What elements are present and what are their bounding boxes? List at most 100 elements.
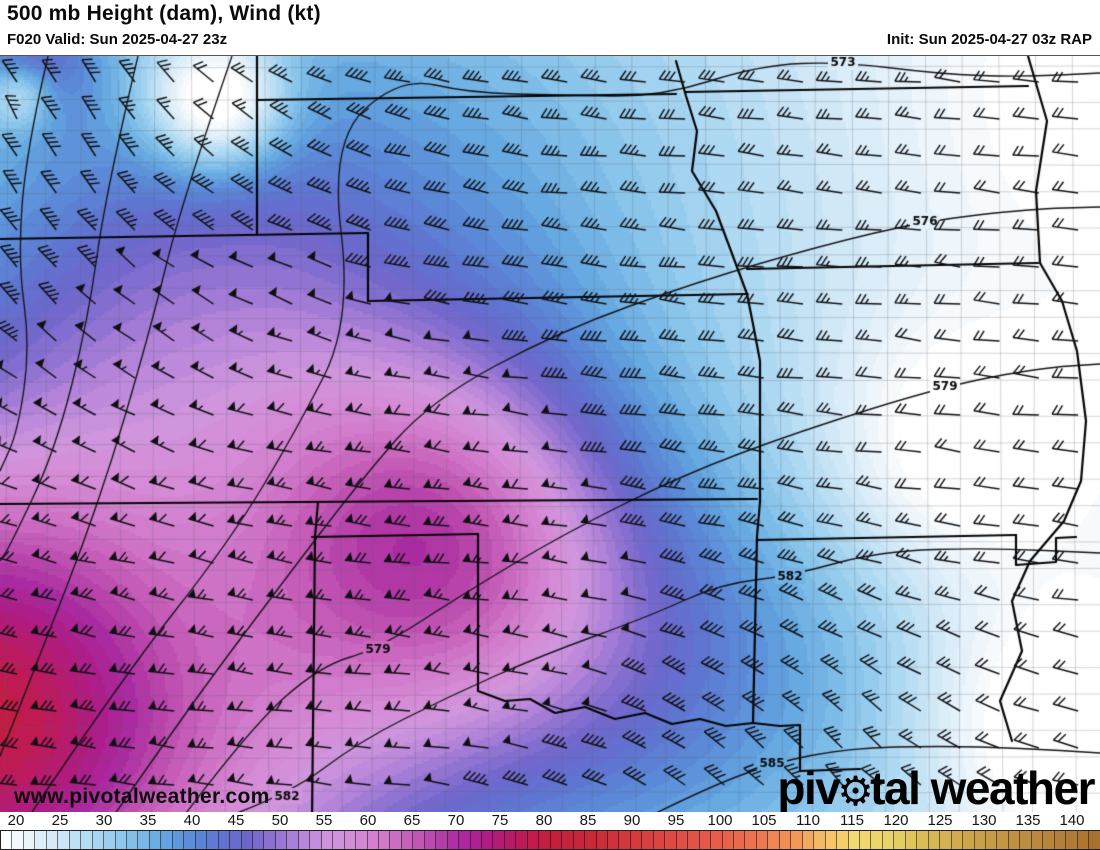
colorbar-cell [630, 831, 643, 849]
colorbar-cell [940, 831, 952, 849]
colorbar-cell [493, 831, 505, 849]
colorbar-cell [344, 831, 357, 849]
colorbar-cell [699, 831, 712, 849]
colorbar-cell [92, 831, 105, 849]
colorbar-cell [825, 831, 838, 849]
colorbar-cell [310, 831, 322, 849]
pivotal-weather-logo: piv⚙tal weather [777, 762, 1096, 815]
colorbar-cell [837, 831, 849, 849]
colorbar-tick: 105 [751, 812, 777, 829]
colorbar-tick: 90 [623, 812, 641, 829]
colorbar-tick: 80 [535, 812, 553, 829]
gear-icon: ⚙ [837, 768, 873, 815]
colorbar-cell [184, 831, 196, 849]
colorbar-cell [470, 831, 483, 849]
colorbar-cell [35, 831, 47, 849]
colorbar-cell [81, 831, 93, 849]
colorbar-tick: 135 [1015, 812, 1041, 829]
colorbar-tick: 75 [491, 812, 509, 829]
colorbar-cell [791, 831, 803, 849]
colorbar-cell [974, 831, 986, 849]
page-title: 500 mb Height (dam), Wind (kt) [7, 2, 321, 25]
colorbar-cell [985, 831, 998, 849]
colorbar-cell [264, 831, 276, 849]
colorbar-cell [12, 831, 24, 849]
colorbar-cell [252, 831, 265, 849]
colorbar-cell [321, 831, 334, 849]
colorbar-cell [871, 831, 883, 849]
colorbar-tick: 40 [183, 812, 201, 829]
colorbar-cell [126, 831, 139, 849]
colorbar-tick: 140 [1059, 812, 1085, 829]
colorbar-cell [1031, 831, 1044, 849]
logo-part3: weather [919, 762, 1096, 815]
colorbar-cell [768, 831, 780, 849]
colorbar-tick: 110 [796, 812, 820, 829]
colorbar-tick: 20 [7, 812, 25, 829]
colorbar-cell [997, 831, 1009, 849]
colorbar-cell [459, 831, 471, 849]
colorbar-tick: 45 [227, 812, 245, 829]
colorbar-cell [527, 831, 540, 849]
colorbar-cell [482, 831, 494, 849]
colorbar-tick: 130 [971, 812, 997, 829]
colorbar-cell [287, 831, 299, 849]
colorbar-cell [917, 831, 929, 849]
colorbar-cell [516, 831, 528, 849]
colorbar: 20 25 30 35 40 45 50 55 60 65 70 75 80 85 90 95 100 105 11… [0, 812, 1100, 850]
colorbar-tick: 25 [51, 812, 69, 829]
watermark-url: www.pivotalweather.com [14, 785, 270, 808]
colorbar-cell [573, 831, 586, 849]
colorbar-tick: 60 [359, 812, 377, 829]
colorbar-cell [539, 831, 551, 849]
map-header: 500 mb Height (dam), Wind (kt) F020 Vali… [0, 0, 1100, 55]
colorbar-cell [172, 831, 185, 849]
colorbar-tick-labels: 20 25 30 35 40 45 50 55 60 65 70 75 80 85 90 95 100 105 11… [0, 812, 1100, 830]
colorbar-cell [1043, 831, 1055, 849]
colorbar-cell [436, 831, 448, 849]
colorbar-cell [46, 831, 59, 849]
colorbar-gradient [0, 830, 1100, 850]
logo-part1: piv [777, 762, 840, 815]
colorbar-cell [413, 831, 425, 849]
colorbar-tick: 35 [139, 812, 157, 829]
colorbar-cell [241, 831, 253, 849]
colorbar-cell [1054, 831, 1067, 849]
colorbar-cell [115, 831, 127, 849]
colorbar-cell [859, 831, 872, 849]
colorbar-cell [218, 831, 231, 849]
colorbar-tick: 120 [883, 812, 909, 829]
colorbar-cell [504, 831, 517, 849]
colorbar-cell [161, 831, 173, 849]
colorbar-cell [275, 831, 288, 849]
colorbar-cell [1066, 831, 1078, 849]
colorbar-cell [1089, 831, 1100, 849]
colorbar-cell [745, 831, 757, 849]
colorbar-cell [894, 831, 906, 849]
colorbar-cell [195, 831, 208, 849]
colorbar-cell [424, 831, 437, 849]
colorbar-tick: 100 [707, 812, 733, 829]
colorbar-tick: 95 [667, 812, 685, 829]
colorbar-tick: 50 [271, 812, 289, 829]
colorbar-cell [688, 831, 700, 849]
colorbar-cell [779, 831, 792, 849]
colorbar-cell [562, 831, 574, 849]
colorbar-cell [653, 831, 666, 849]
colorbar-cell [963, 831, 975, 849]
colorbar-tick: 55 [315, 812, 333, 829]
colorbar-cell [69, 831, 82, 849]
colorbar-cell [298, 831, 311, 849]
colorbar-cell [1020, 831, 1032, 849]
colorbar-cell [585, 831, 597, 849]
colorbar-cell [104, 831, 116, 849]
colorbar-cell [149, 831, 162, 849]
colorbar-cell [722, 831, 734, 849]
colorbar-tick: 30 [95, 812, 113, 829]
colorbar-cell [642, 831, 654, 849]
colorbar-cell [333, 831, 345, 849]
logo-part2: tal [870, 762, 921, 815]
weather-map-canvas[interactable] [0, 56, 1100, 812]
colorbar-cell [378, 831, 391, 849]
colorbar-cell [367, 831, 379, 849]
